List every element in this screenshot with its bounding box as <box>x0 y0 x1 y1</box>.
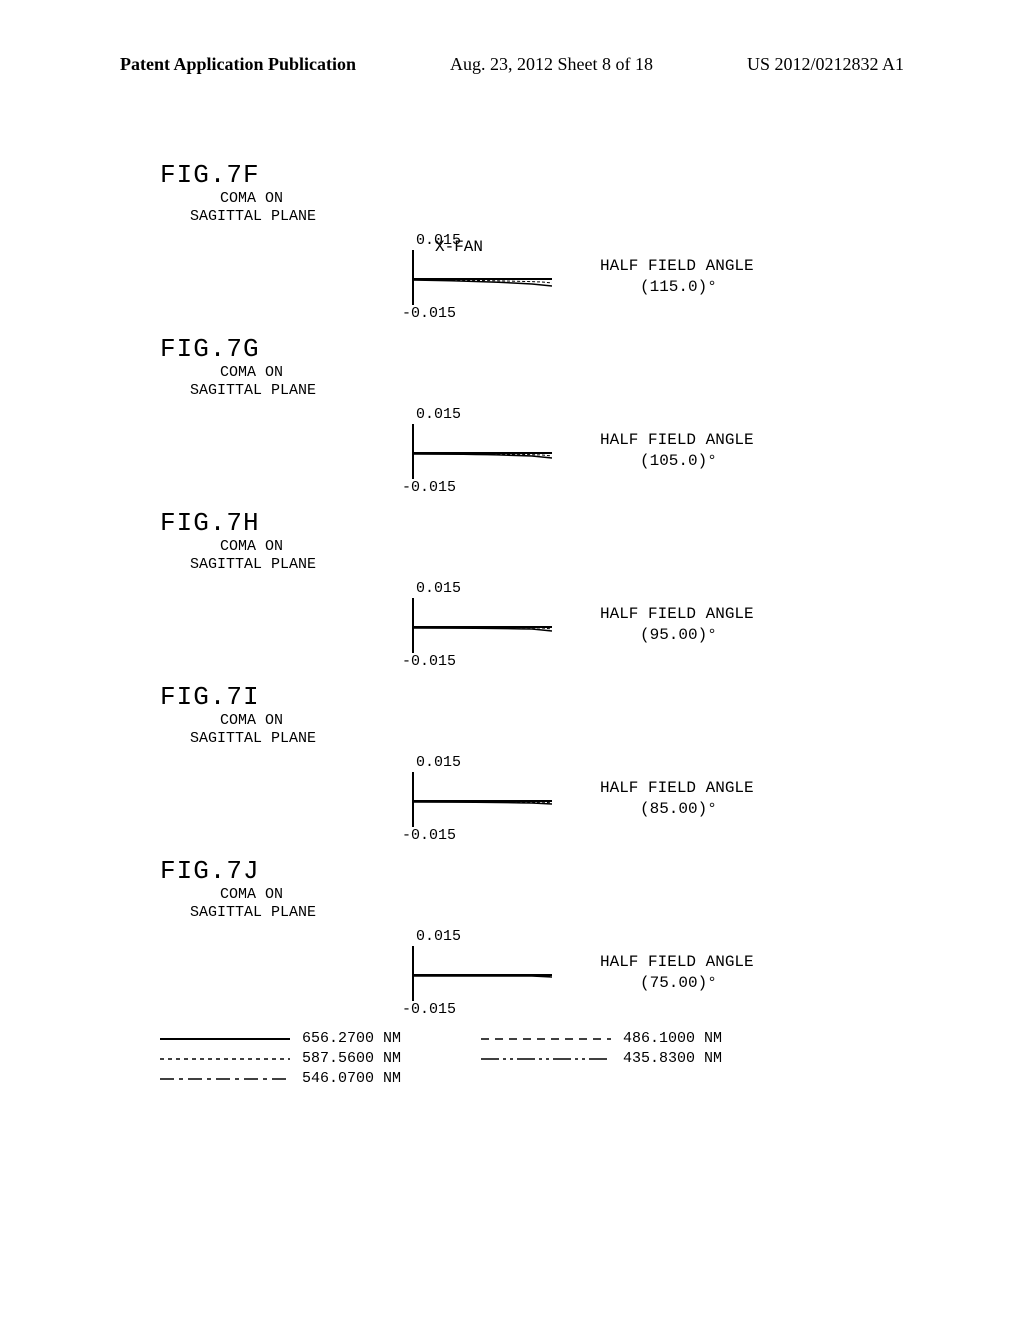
page-header: Patent Application Publication Aug. 23, … <box>0 54 1024 75</box>
ymin-label: -0.015 <box>402 479 456 496</box>
legend-label: 656.2700 NM <box>302 1030 401 1047</box>
data-curves <box>412 620 552 640</box>
legend-label: 435.8300 NM <box>623 1050 722 1067</box>
ymin-label: -0.015 <box>402 305 456 322</box>
coma-chart: 0.015 -0.015 <box>390 232 570 322</box>
fig-title: FIG.7I <box>160 682 924 712</box>
angle-label-block: HALF FIELD ANGLE (75.00)° <box>600 952 754 994</box>
figure-7g: FIG.7G COMA ON SAGITTAL PLANE 0.015 -0.0… <box>160 334 924 496</box>
fig-subtitle-2: SAGITTAL PLANE <box>190 208 924 226</box>
angle-value: (115.0)° <box>640 277 754 298</box>
angle-label-block: HALF FIELD ANGLE (115.0)° <box>600 256 754 298</box>
angle-label-text: HALF FIELD ANGLE <box>600 604 754 625</box>
legend-right-col: 486.1000 NM 435.8300 NM <box>481 1030 722 1087</box>
legend-item: 587.5600 NM <box>160 1050 401 1067</box>
fig-subtitle-1: COMA ON <box>220 190 924 208</box>
figure-7h: FIG.7H COMA ON SAGITTAL PLANE 0.015 -0.0… <box>160 508 924 670</box>
ymin-label: -0.015 <box>402 1001 456 1018</box>
fig-subtitle-1: COMA ON <box>220 538 924 556</box>
fig-title: FIG.7F <box>160 160 924 190</box>
coma-chart: 0.015 -0.015 <box>390 580 570 670</box>
legend-label: 587.5600 NM <box>302 1050 401 1067</box>
ymax-label: 0.015 <box>416 580 461 597</box>
angle-value: (75.00)° <box>640 973 754 994</box>
legend-item: 546.0700 NM <box>160 1070 401 1087</box>
legend-line-short-dash <box>160 1058 290 1060</box>
data-curves <box>412 968 552 988</box>
chart-row: 0.015 -0.015 HALF FIELD ANGLE (95.00)° <box>160 580 924 670</box>
ymin-label: -0.015 <box>402 653 456 670</box>
fig-subtitle-2: SAGITTAL PLANE <box>190 556 924 574</box>
header-right: US 2012/0212832 A1 <box>747 54 904 75</box>
ymax-label: 0.015 <box>416 928 461 945</box>
legend-item: 486.1000 NM <box>481 1030 722 1047</box>
fig-subtitle-2: SAGITTAL PLANE <box>190 730 924 748</box>
fig-subtitle-1: COMA ON <box>220 364 924 382</box>
chart-axis <box>412 250 552 305</box>
data-curves <box>412 794 552 814</box>
legend-label: 486.1000 NM <box>623 1030 722 1047</box>
angle-value: (85.00)° <box>640 799 754 820</box>
chart-row: 0.015 -0.015 HALF FIELD ANGLE (105.0)° <box>160 406 924 496</box>
legend-line-dash-dot <box>481 1058 611 1060</box>
legend-item: 656.2700 NM <box>160 1030 401 1047</box>
legend-left-col: 656.2700 NM 587.5600 NM 546.0700 NM <box>160 1030 401 1087</box>
fig-subtitle-1: COMA ON <box>220 712 924 730</box>
angle-value: (105.0)° <box>640 451 754 472</box>
legend-label: 546.0700 NM <box>302 1070 401 1087</box>
coma-chart: 0.015 -0.015 <box>390 754 570 844</box>
legend-line-solid <box>160 1038 290 1040</box>
fig-title: FIG.7G <box>160 334 924 364</box>
ymax-label: 0.015 <box>416 232 461 249</box>
chart-axis <box>412 598 552 653</box>
coma-chart: 0.015 -0.015 <box>390 928 570 1018</box>
figure-7j: FIG.7J COMA ON SAGITTAL PLANE 0.015 -0.0… <box>160 856 924 1018</box>
chart-row: 0.015 -0.015 HALF FIELD ANGLE (115.0)° <box>160 232 924 322</box>
angle-label-text: HALF FIELD ANGLE <box>600 430 754 451</box>
angle-label-block: HALF FIELD ANGLE (85.00)° <box>600 778 754 820</box>
fig-subtitle-2: SAGITTAL PLANE <box>190 382 924 400</box>
fig-subtitle-2: SAGITTAL PLANE <box>190 904 924 922</box>
angle-label-text: HALF FIELD ANGLE <box>600 778 754 799</box>
fig-title: FIG.7H <box>160 508 924 538</box>
fig-subtitle-1: COMA ON <box>220 886 924 904</box>
legend-line-long-dash <box>160 1078 290 1080</box>
ymax-label: 0.015 <box>416 754 461 771</box>
angle-label-block: HALF FIELD ANGLE (95.00)° <box>600 604 754 646</box>
legend-line-medium-dash <box>481 1038 611 1040</box>
fig-title: FIG.7J <box>160 856 924 886</box>
data-curves <box>412 446 552 466</box>
angle-value: (95.00)° <box>640 625 754 646</box>
data-curves <box>412 272 552 292</box>
ymin-label: -0.015 <box>402 827 456 844</box>
header-center: Aug. 23, 2012 Sheet 8 of 18 <box>450 54 653 75</box>
angle-label-text: HALF FIELD ANGLE <box>600 952 754 973</box>
wavelength-legend: 656.2700 NM 587.5600 NM 546.0700 NM 486.… <box>160 1030 924 1087</box>
chart-axis <box>412 424 552 479</box>
figure-7i: FIG.7I COMA ON SAGITTAL PLANE 0.015 -0.0… <box>160 682 924 844</box>
ymax-label: 0.015 <box>416 406 461 423</box>
coma-chart: 0.015 -0.015 <box>390 406 570 496</box>
legend-item: 435.8300 NM <box>481 1050 722 1067</box>
angle-label-block: HALF FIELD ANGLE (105.0)° <box>600 430 754 472</box>
chart-axis <box>412 946 552 1001</box>
chart-row: 0.015 -0.015 HALF FIELD ANGLE (85.00)° <box>160 754 924 844</box>
chart-axis <box>412 772 552 827</box>
content-area: X-FAN FIG.7F COMA ON SAGITTAL PLANE 0.01… <box>160 160 924 1087</box>
figure-7f: FIG.7F COMA ON SAGITTAL PLANE 0.015 -0.0… <box>160 160 924 322</box>
header-left: Patent Application Publication <box>120 54 356 75</box>
chart-row: 0.015 -0.015 HALF FIELD ANGLE (75.00)° <box>160 928 924 1018</box>
angle-label-text: HALF FIELD ANGLE <box>600 256 754 277</box>
